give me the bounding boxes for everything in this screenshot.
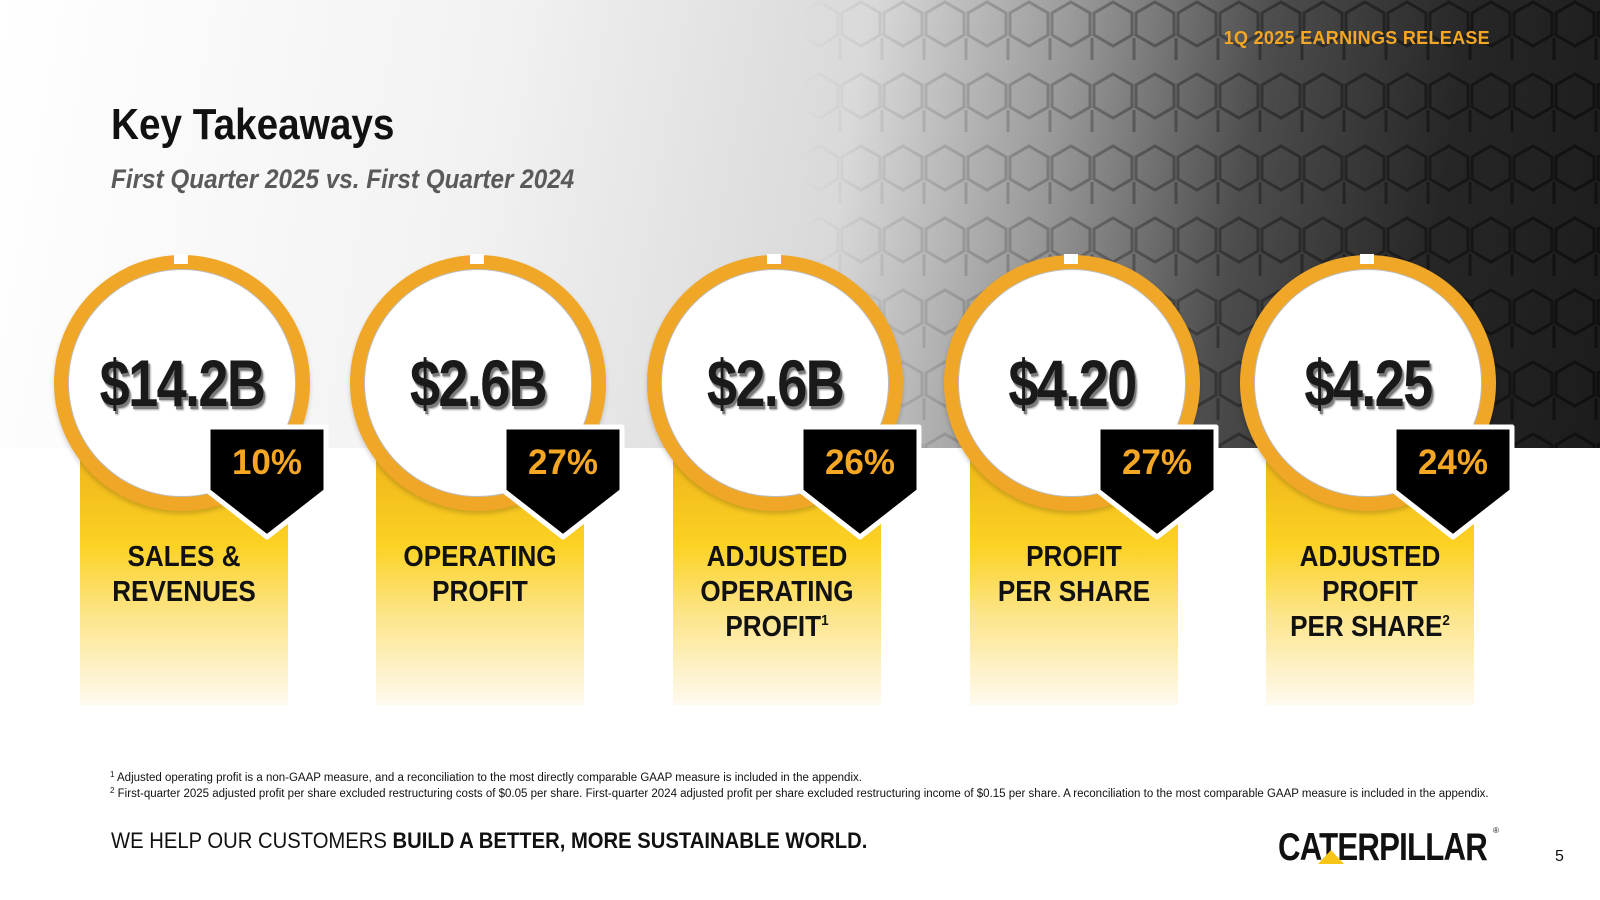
kpi-label: SALES & REVENUES — [112, 541, 256, 608]
kpi-card-operating-profit: $2.6B 27% OPERATING PROFIT — [350, 254, 625, 715]
page-title: Key Takeaways — [111, 100, 395, 149]
page-subtitle: First Quarter 2025 vs. First Quarter 202… — [111, 164, 575, 194]
change-badge-icon — [1391, 424, 1515, 540]
footnotes: 1 Adjusted operating profit is a non-GAA… — [110, 770, 1490, 802]
kpi-value: $4.20 — [1008, 346, 1137, 420]
kpi-change: 10% — [231, 443, 303, 482]
kpi-ring — [350, 254, 606, 511]
page-number: 5 — [1555, 848, 1564, 865]
footnote-1: 1 Adjusted operating profit is a non-GAA… — [110, 770, 862, 784]
change-badge-icon — [501, 424, 625, 540]
kpi-value: $2.6B — [409, 346, 548, 420]
change-badge-icon — [1095, 424, 1219, 540]
kpi-card-sales-revenues: $14.2B 10% SALES & REVENUES — [54, 254, 329, 715]
kpi-label: OPERATING PROFIT — [403, 541, 557, 608]
kpi-ring — [54, 254, 310, 511]
kpi-label: PROFIT PER SHARE — [997, 541, 1151, 608]
footnote-2: 2 First-quarter 2025 adjusted profit per… — [110, 786, 1489, 800]
footnote-ref: 1 — [821, 612, 829, 629]
kpi-ring — [647, 254, 903, 511]
kpi-value: $14.2B — [99, 346, 266, 420]
caterpillar-logo: CATERPILLAR ® — [1278, 826, 1502, 869]
footnote-ref: 2 — [1442, 612, 1450, 629]
kpi-card-adjusted-profit-per-share: $4.25 24% ADJUSTED PROFIT PER SHARE2 — [1240, 254, 1515, 715]
kpi-card-profit-per-share: $4.20 27% PROFIT PER SHARE — [944, 254, 1219, 715]
kpi-circle — [958, 269, 1186, 497]
release-tag: 1Q 2025 EARNINGS RELEASE — [1223, 28, 1490, 48]
kpi-change: 27% — [527, 443, 599, 482]
kpi-change: 24% — [1417, 443, 1489, 482]
change-badge-icon — [205, 424, 329, 540]
registered-mark: ® — [1493, 826, 1499, 835]
kpi-label: ADJUSTED OPERATING PROFIT1 — [700, 541, 854, 643]
change-badge-icon — [798, 424, 922, 540]
kpi-card-adjusted-operating-profit: $2.6B 26% ADJUSTED OPERATING PROFIT1 — [647, 254, 922, 715]
kpi-label: ADJUSTED PROFIT PER SHARE2 — [1290, 541, 1450, 643]
tagline: WE HELP OUR CUSTOMERS BUILD A BETTER, MO… — [111, 828, 868, 853]
logo-wordmark: CATERPILLAR — [1278, 826, 1488, 869]
logo-triangle-icon — [1318, 850, 1344, 864]
kpi-change: 27% — [1121, 443, 1193, 482]
kpi-value: $4.25 — [1304, 346, 1433, 420]
kpi-value: $2.6B — [706, 346, 845, 420]
kpi-change: 26% — [824, 443, 896, 482]
